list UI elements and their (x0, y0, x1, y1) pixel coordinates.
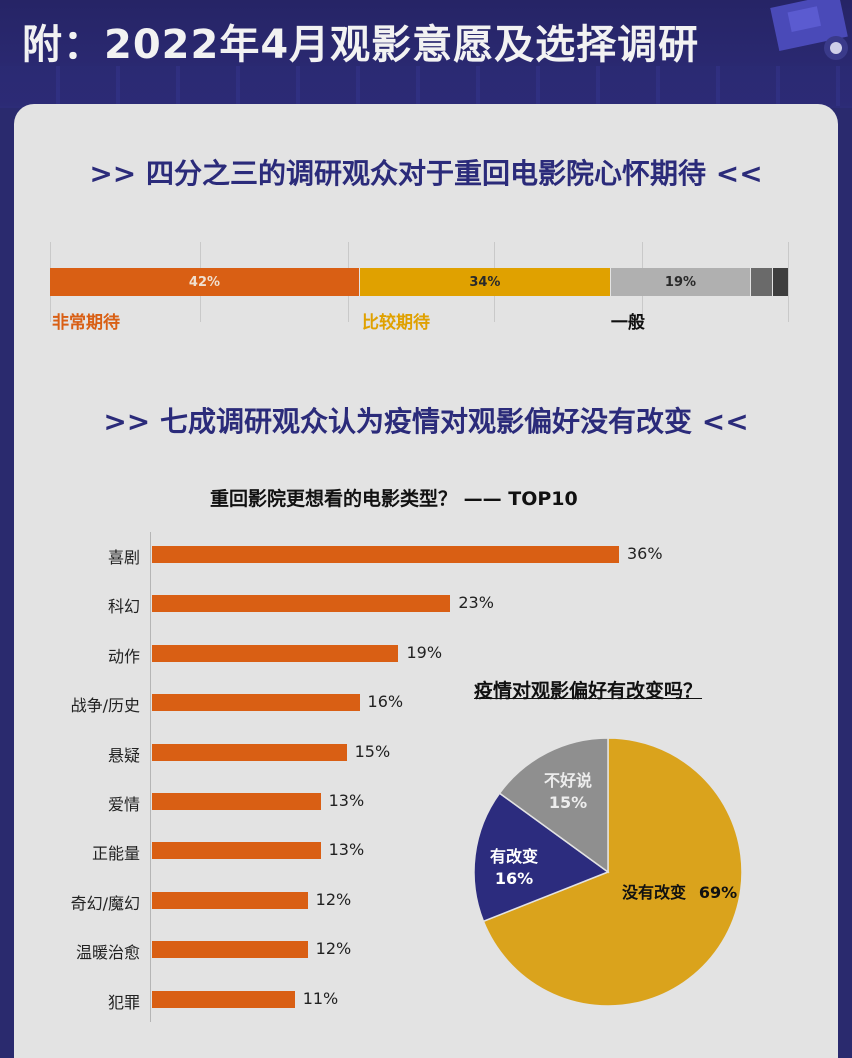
stacked-segment (773, 268, 788, 296)
bar (152, 546, 619, 563)
bar (152, 595, 451, 613)
projector-icon (770, 0, 848, 60)
bar-value-label: 19% (406, 642, 443, 662)
grid-line (788, 242, 789, 322)
bar (152, 793, 321, 810)
bar-value-label: 13% (328, 840, 365, 860)
bar-value-label: 15% (354, 741, 391, 761)
pie-slice-label: 有改变 (490, 847, 538, 866)
pie-slice-value: 15% (549, 793, 587, 812)
bar-value-label: 23% (458, 593, 494, 613)
bar (152, 891, 308, 909)
bar-chart-axis (150, 532, 151, 1022)
bar (152, 743, 347, 761)
bar-value-label: 16% (367, 692, 404, 712)
bar-value-label: 12% (315, 889, 352, 909)
segment-value-label: 34% (469, 274, 501, 290)
bar (152, 990, 295, 1008)
bar-value-label: 11% (302, 988, 339, 1008)
page-title: 附：2022年4月观影意愿及选择调研 (22, 22, 700, 68)
bar (152, 941, 308, 959)
section-title-expectation: >> 四分之三的调研观众对于重回电影院心怀期待 << (89, 157, 763, 190)
stacked-segment: 42% (50, 268, 359, 296)
stacked-segment (751, 268, 773, 296)
category-label: 悬疑 (107, 745, 140, 765)
category-label: 正能量 (91, 844, 140, 864)
category-label: 战争/历史 (70, 696, 140, 716)
pie-slice (498, 737, 609, 874)
category-label: 犯罪 (107, 992, 140, 1012)
category-label: 喜剧 (107, 548, 140, 567)
section-title-preference: >> 七成调研观众认为疫情对观影偏好没有改变 << (103, 405, 749, 438)
segment-value-label: 19% (664, 274, 697, 290)
stacked-segment: 19% (610, 268, 751, 296)
bar (152, 694, 360, 712)
pie-slice-label: 没有改变 (622, 883, 686, 902)
pie-chart-title: 疫情对观影偏好有改变吗？ (474, 680, 703, 702)
pie-slice (473, 792, 610, 923)
pie-slice-label: 不好说 (544, 771, 592, 790)
stacked-segment: 34% (359, 268, 610, 296)
pie-slice (482, 737, 743, 1007)
preference-pie-chart: 没有改变 69% 有改变 16% 不好说 15% (473, 737, 743, 1007)
bar-value-label: 36% (627, 544, 663, 563)
pie-slice-value: 16% (495, 869, 533, 888)
stacked-bar: 42% 34% 19% (50, 268, 788, 296)
category-label: 奇幻/魔幻 (70, 893, 140, 913)
bar-chart-title: 重回影院更想看的电影类型？ —— TOP10 (210, 488, 578, 510)
bar (152, 644, 399, 662)
category-label: 爱情 (107, 795, 140, 814)
segment-category-label: 比较期待 (361, 313, 430, 333)
bar (152, 842, 321, 860)
film-strip-decoration (0, 66, 852, 106)
pie-slice-value: 69% (699, 883, 737, 902)
header-banner: 附：2022年4月观影意愿及选择调研 (0, 0, 852, 108)
bar-value-label: 13% (328, 791, 365, 810)
category-label: 科幻 (107, 597, 140, 617)
category-label: 动作 (107, 646, 140, 666)
bar-value-label: 12% (315, 939, 352, 959)
segment-category-label: 一般 (610, 313, 645, 333)
segment-category-label: 非常期待 (52, 313, 120, 333)
category-label: 温暖治愈 (75, 943, 140, 963)
segment-value-label: 42% (188, 274, 221, 290)
